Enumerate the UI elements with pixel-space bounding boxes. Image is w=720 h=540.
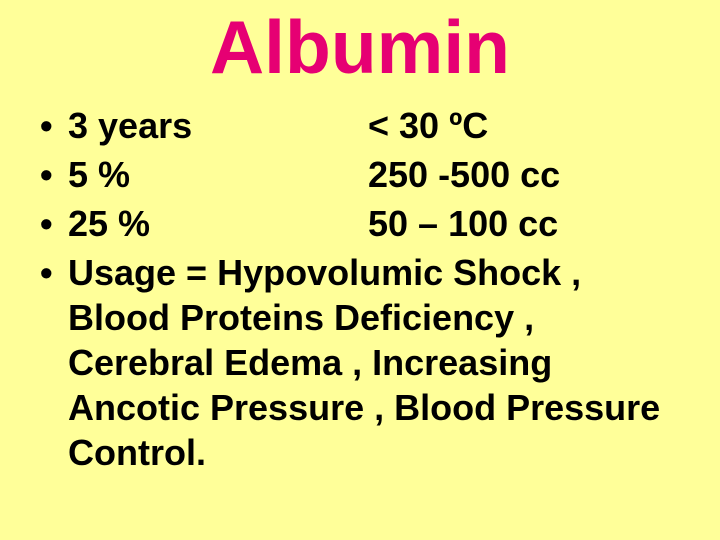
- item-label: 25 %: [68, 201, 368, 246]
- usage-text: Usage = Hypovolumic Shock , Blood Protei…: [68, 252, 660, 473]
- item-value: < 30 ºC: [368, 103, 690, 148]
- item-value: 250 -500 cc: [368, 152, 690, 197]
- item-label: 3 years: [68, 103, 368, 148]
- list-item: 3 years < 30 ºC: [40, 103, 690, 148]
- bullet-list: 3 years < 30 ºC 5 % 250 -500 cc 25 % 50 …: [30, 103, 690, 475]
- list-item-usage: Usage = Hypovolumic Shock , Blood Protei…: [40, 250, 690, 475]
- list-item: 25 % 50 – 100 cc: [40, 201, 690, 246]
- item-label: 5 %: [68, 152, 368, 197]
- slide: Albumin 3 years < 30 ºC 5 % 250 -500 cc …: [0, 0, 720, 540]
- item-value: 50 – 100 cc: [368, 201, 690, 246]
- slide-title: Albumin: [30, 10, 690, 85]
- list-item: 5 % 250 -500 cc: [40, 152, 690, 197]
